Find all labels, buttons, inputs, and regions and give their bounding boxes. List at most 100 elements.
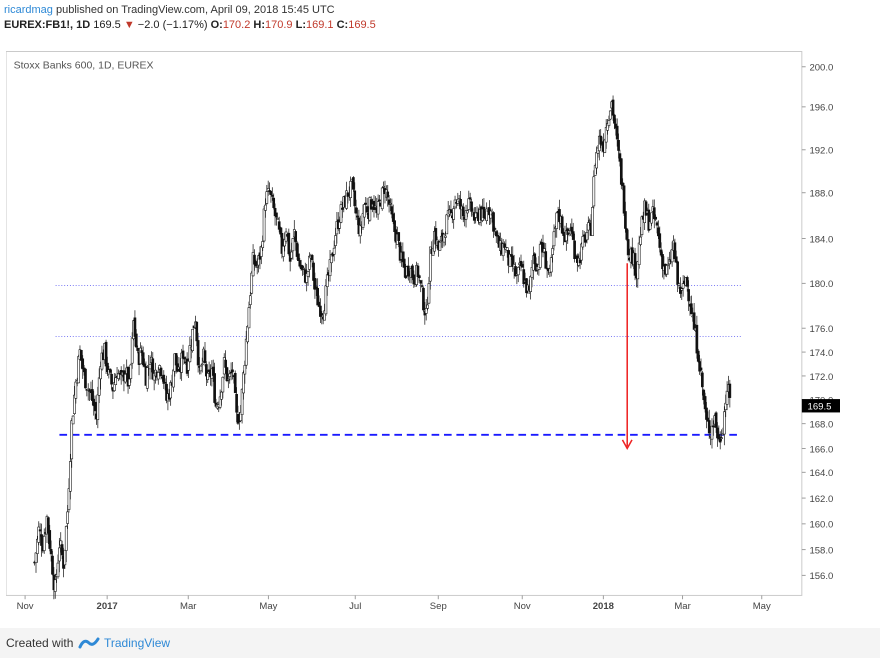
- candle-body-480: [692, 312, 696, 330]
- candle-body-178: [277, 221, 281, 230]
- low-value: 169.1: [306, 19, 334, 31]
- candle-body-56: [110, 373, 113, 385]
- candle-body-257: [386, 191, 390, 198]
- candle-body-372: [544, 251, 548, 269]
- open-value: 170.2: [222, 19, 251, 31]
- candle-body-431: [625, 228, 629, 240]
- candle-body-409: [595, 152, 598, 169]
- candle-body-24: [66, 511, 69, 524]
- candle-body-342: [503, 243, 506, 248]
- candle-body-449: [650, 212, 653, 224]
- candle-body-380: [555, 212, 559, 229]
- candle-body-425: [617, 139, 620, 151]
- candle-body-84: [148, 364, 152, 370]
- x-tick-label: 2018: [593, 601, 614, 612]
- candle-body-488: [703, 396, 707, 410]
- candle-body-2: [36, 538, 39, 554]
- candle-body-404: [588, 220, 592, 222]
- candle-body-478: [690, 303, 693, 315]
- candle-body-188: [291, 238, 295, 252]
- candle-body-329: [485, 208, 488, 221]
- candle-body-460: [665, 265, 668, 275]
- candle-body-279: [416, 265, 420, 278]
- candle-body-177: [276, 218, 280, 220]
- candle-body-219: [334, 235, 337, 246]
- candle-body-70: [129, 364, 133, 379]
- candle-body-483: [696, 350, 700, 362]
- candle-body-200: [308, 255, 311, 270]
- candle-body-230: [349, 180, 352, 198]
- candle-body-149: [238, 420, 241, 423]
- candle-body-44: [93, 402, 97, 412]
- candle-body-167: [262, 208, 266, 242]
- candle-body-315: [466, 210, 469, 214]
- candle-body-146: [233, 372, 237, 393]
- candle-body-151: [240, 389, 244, 415]
- y-tick-label: 196.0: [809, 103, 833, 114]
- candle-body-155: [246, 326, 249, 343]
- price-chart[interactable]: Stoxx Banks 600, 1D, EUREX 156.0 158.0 160…: [6, 38, 840, 628]
- candle-body-103: [174, 353, 178, 366]
- candle-body-452: [654, 216, 657, 220]
- y-tick-label: 166.0: [809, 444, 833, 455]
- candle-body-250: [376, 201, 380, 215]
- candle-body-27: [70, 420, 74, 460]
- candle-body-427: [619, 158, 623, 185]
- candle-body-407: [592, 176, 596, 207]
- candle-body-166: [261, 241, 265, 248]
- high-value: 170.9: [265, 19, 293, 31]
- x-tick-label: Nov: [17, 601, 34, 612]
- candle-body-464: [670, 249, 674, 263]
- candle-body-442: [640, 216, 644, 236]
- candle-body-286: [426, 304, 429, 309]
- candle-body-486: [701, 372, 704, 388]
- candle-body-147: [235, 393, 238, 413]
- x-tick-label: Sep: [430, 601, 447, 612]
- candle-body-403: [586, 222, 590, 231]
- candle-body-109: [183, 357, 186, 360]
- candle-body-418: [607, 120, 611, 126]
- candle-body-95: [163, 381, 167, 384]
- candle-body-260: [390, 206, 394, 215]
- close-value: 169.5: [348, 19, 376, 31]
- candle-body-430: [624, 211, 627, 229]
- tradingview-logo-icon[interactable]: [78, 636, 100, 650]
- candle-body-66: [123, 373, 127, 383]
- header-bar: ricardmag published on TradingView.com, …: [0, 0, 880, 36]
- candle-body-28: [71, 415, 75, 425]
- candle-body-90: [156, 372, 160, 380]
- candle-body-259: [389, 202, 392, 205]
- annotation-arrow-head-icon: [621, 439, 633, 451]
- tradingview-brand-link[interactable]: TradingView: [104, 636, 171, 650]
- x-tick-label: Nov: [514, 601, 531, 612]
- candle-body-269: [402, 258, 406, 268]
- candle-body-118: [195, 321, 199, 342]
- candle-body-439: [636, 261, 640, 280]
- candle-body-156: [247, 307, 251, 329]
- candle-body-192: [297, 253, 300, 262]
- candle-body-173: [270, 195, 274, 197]
- candle-body-281: [419, 280, 423, 284]
- candle-body-494: [712, 425, 715, 428]
- candle-body-335: [493, 228, 497, 230]
- y-tick-label: 176.0: [809, 324, 833, 335]
- x-tick-label: Jul: [349, 601, 361, 612]
- candle-body-218: [332, 247, 336, 255]
- candle-body-158: [250, 272, 254, 294]
- candle-body-161: [254, 261, 258, 267]
- candle-body-361: [529, 276, 532, 292]
- candle-body-422: [613, 114, 616, 124]
- candle-body-467: [674, 256, 678, 263]
- published-text: published on TradingView.com, April 09, …: [55, 4, 335, 16]
- candle-body-23: [64, 526, 68, 551]
- candle-body-181: [281, 245, 285, 257]
- candle-body-491: [707, 420, 711, 434]
- symbol-label: EUREX:FB1!, 1D: [4, 19, 91, 31]
- candle-body-15: [53, 579, 57, 592]
- author-link[interactable]: ricardmag: [4, 4, 53, 16]
- plot-area[interactable]: [6, 51, 803, 596]
- high-label: H:: [253, 19, 266, 31]
- candle-body-7: [42, 535, 46, 551]
- candle-body-247: [372, 200, 376, 210]
- candle-body-224: [341, 207, 344, 210]
